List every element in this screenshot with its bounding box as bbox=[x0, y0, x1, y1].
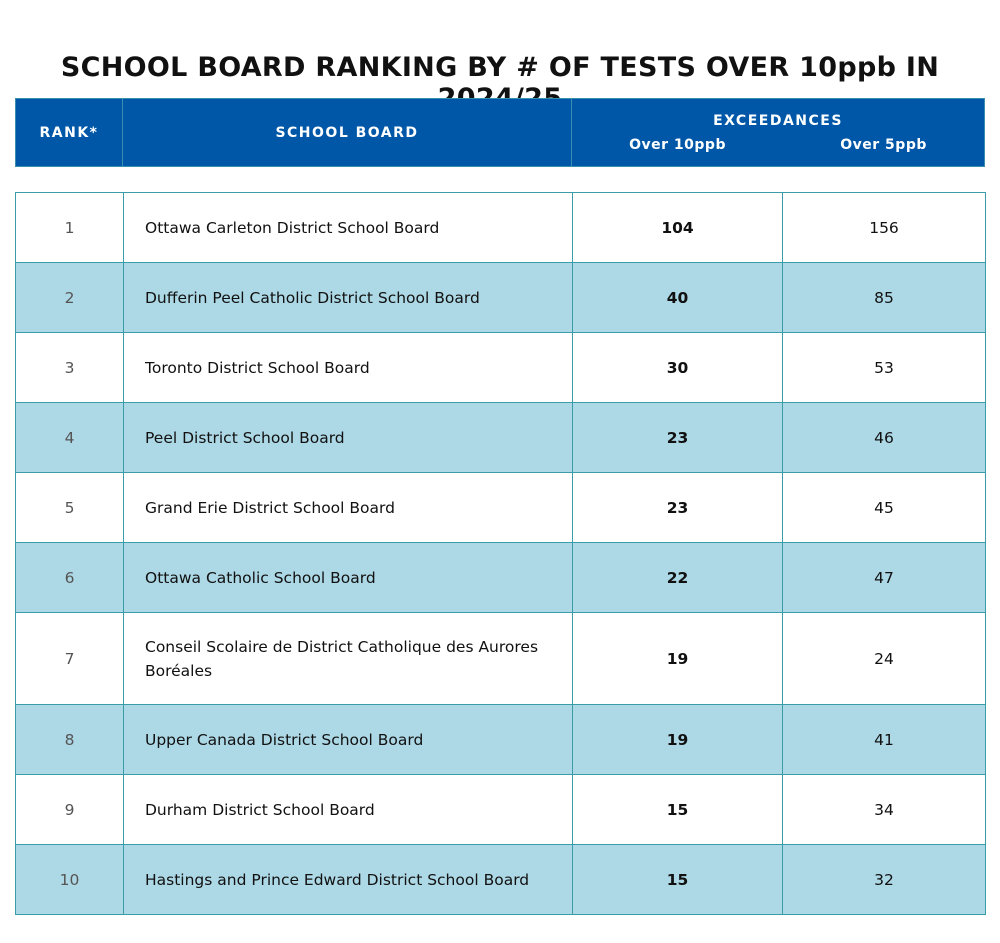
over-5ppb-cell: 45 bbox=[782, 472, 986, 543]
rank-cell: 8 bbox=[15, 704, 124, 775]
over-5ppb-cell: 41 bbox=[782, 704, 986, 775]
over-5ppb-cell: 34 bbox=[782, 774, 986, 845]
over-10ppb-cell: 30 bbox=[572, 332, 783, 403]
table-header: RANK* SCHOOL BOARD EXCEEDANCES Over 10pp… bbox=[15, 98, 985, 167]
rank-cell: 7 bbox=[15, 612, 124, 705]
table-row: 9 Durham District School Board 15 34 bbox=[15, 774, 986, 845]
school-board-cell: Hastings and Prince Edward District Scho… bbox=[123, 844, 573, 915]
header-subcolumns: Over 10ppb Over 5ppb bbox=[572, 137, 984, 153]
school-board-cell: Dufferin Peel Catholic District School B… bbox=[123, 262, 573, 333]
over-10ppb-cell: 23 bbox=[572, 402, 783, 473]
over-5ppb-cell: 24 bbox=[782, 612, 986, 705]
rank-cell: 3 bbox=[15, 332, 124, 403]
table-row: 1 Ottawa Carleton District School Board 10… bbox=[15, 192, 986, 263]
school-board-cell: Peel District School Board bbox=[123, 402, 573, 473]
table-row: 6 Ottawa Catholic School Board 22 47 bbox=[15, 542, 986, 613]
table-row: 3 Toronto District School Board 30 53 bbox=[15, 332, 986, 403]
table-row: 7 Conseil Scolaire de District Catholique… bbox=[15, 612, 986, 705]
header-over-5ppb: Over 5ppb bbox=[840, 136, 927, 153]
school-board-cell: Toronto District School Board bbox=[123, 332, 573, 403]
school-board-cell: Ottawa Catholic School Board bbox=[123, 542, 573, 613]
ranking-table: 1 Ottawa Carleton District School Board 10… bbox=[15, 192, 986, 915]
rank-cell: 5 bbox=[15, 472, 124, 543]
table-row: 5 Grand Erie District School Board 23 45 bbox=[15, 472, 986, 543]
school-board-cell: Durham District School Board bbox=[123, 774, 573, 845]
over-5ppb-cell: 156 bbox=[782, 192, 986, 263]
table-row: 2 Dufferin Peel Catholic District School … bbox=[15, 262, 986, 333]
over-10ppb-cell: 19 bbox=[572, 704, 783, 775]
over-10ppb-cell: 104 bbox=[572, 192, 783, 263]
over-10ppb-cell: 15 bbox=[572, 774, 783, 845]
header-exceedances: EXCEEDANCES Over 10ppb Over 5ppb bbox=[571, 98, 985, 167]
over-5ppb-cell: 32 bbox=[782, 844, 986, 915]
over-5ppb-cell: 85 bbox=[782, 262, 986, 333]
header-rank: RANK* bbox=[15, 98, 123, 167]
school-board-cell: Conseil Scolaire de District Catholique … bbox=[123, 612, 573, 705]
rank-cell: 4 bbox=[15, 402, 124, 473]
over-10ppb-cell: 15 bbox=[572, 844, 783, 915]
rank-cell: 6 bbox=[15, 542, 124, 613]
over-5ppb-cell: 53 bbox=[782, 332, 986, 403]
rank-cell: 1 bbox=[15, 192, 124, 263]
over-10ppb-cell: 23 bbox=[572, 472, 783, 543]
over-10ppb-cell: 19 bbox=[572, 612, 783, 705]
rank-cell: 10 bbox=[15, 844, 124, 915]
school-board-cell: Ottawa Carleton District School Board bbox=[123, 192, 573, 263]
header-over-10ppb: Over 10ppb bbox=[629, 136, 726, 153]
over-5ppb-cell: 47 bbox=[782, 542, 986, 613]
school-board-cell: Upper Canada District School Board bbox=[123, 704, 573, 775]
header-school-board: SCHOOL BOARD bbox=[122, 98, 572, 167]
table-row: 8 Upper Canada District School Board 19 41 bbox=[15, 704, 986, 775]
rank-cell: 2 bbox=[15, 262, 124, 333]
over-10ppb-cell: 22 bbox=[572, 542, 783, 613]
table-row: 10 Hastings and Prince Edward District Sc… bbox=[15, 844, 986, 915]
over-5ppb-cell: 46 bbox=[782, 402, 986, 473]
rank-cell: 9 bbox=[15, 774, 124, 845]
header-exceedances-label: EXCEEDANCES bbox=[713, 112, 843, 129]
school-board-cell: Grand Erie District School Board bbox=[123, 472, 573, 543]
over-10ppb-cell: 40 bbox=[572, 262, 783, 333]
table-row: 4 Peel District School Board 23 46 bbox=[15, 402, 986, 473]
